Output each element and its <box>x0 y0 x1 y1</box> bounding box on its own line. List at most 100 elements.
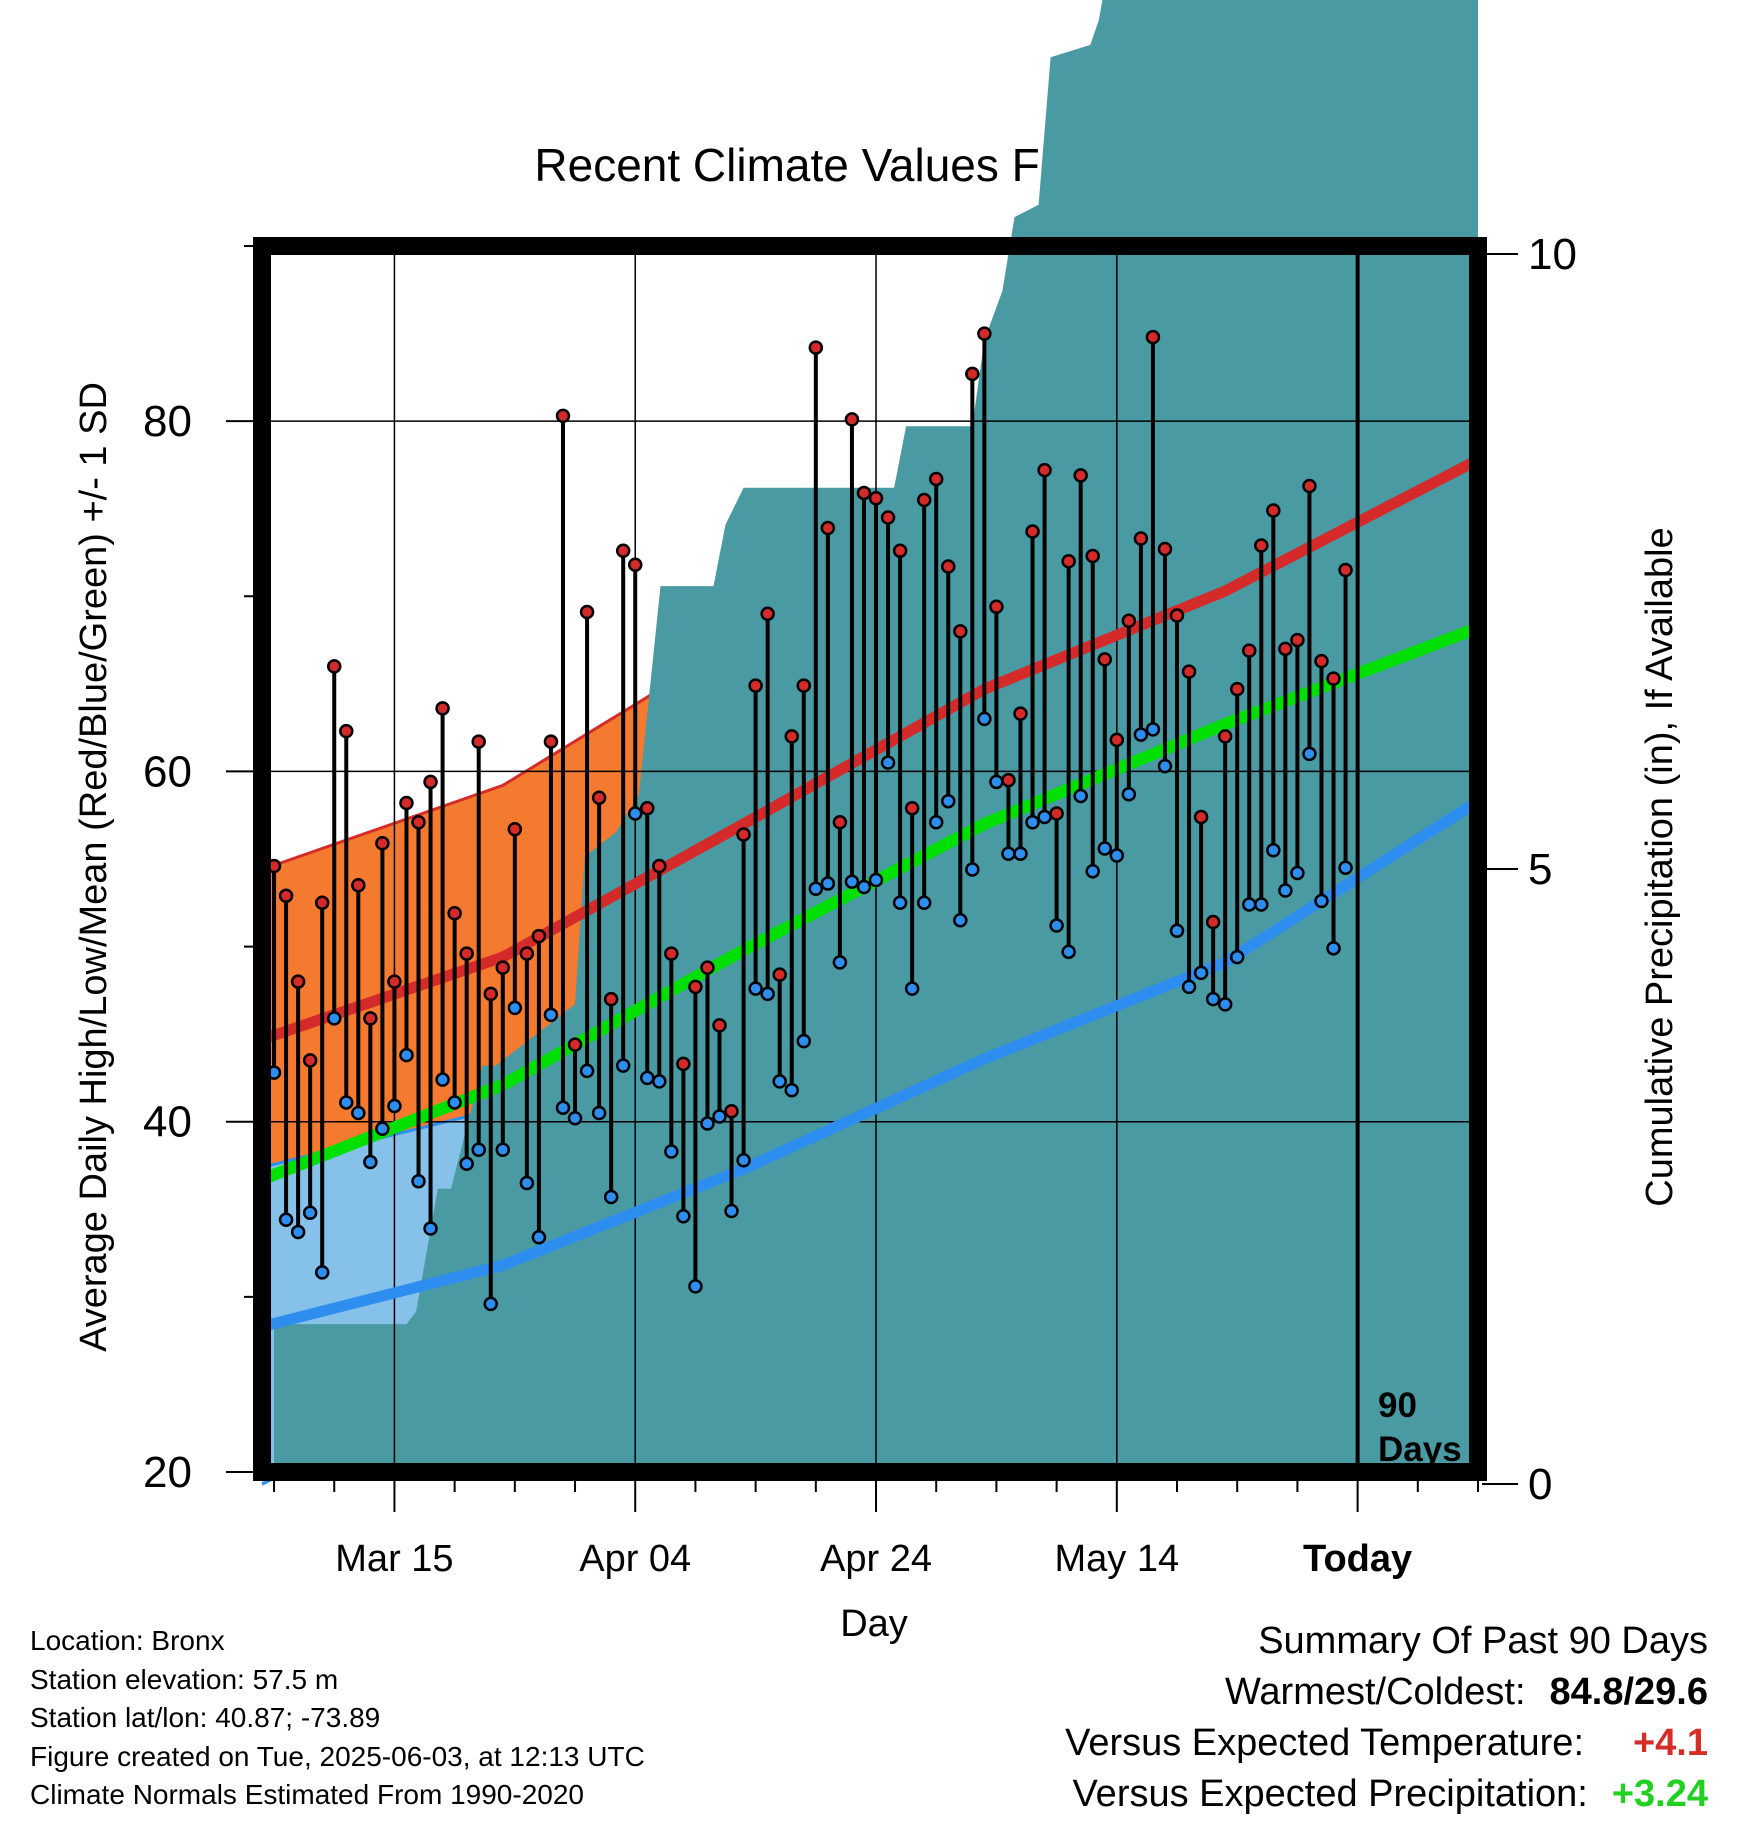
obs-low-point <box>519 1175 535 1191</box>
x-tick-label: Apr 04 <box>579 1538 691 1580</box>
obs-high-point <box>543 734 559 749</box>
obs-high-point <box>423 774 438 790</box>
obs-low-point <box>664 1144 679 1159</box>
obs-high-point <box>1049 806 1064 821</box>
obs-low-point <box>1049 918 1064 933</box>
obs-low-point <box>591 1105 607 1121</box>
obs-low-point <box>555 1100 571 1115</box>
summary-title: Summary Of Past 90 Days <box>1258 1620 1708 1662</box>
obs-low-point <box>1013 846 1028 861</box>
obs-high-point <box>1073 468 1088 483</box>
obs-low-point <box>844 874 860 890</box>
obs-high-point <box>892 543 908 558</box>
obs-low-point <box>1326 941 1341 956</box>
obs-low-point <box>1109 848 1125 863</box>
obs-high-point <box>1326 671 1341 686</box>
obs-low-point <box>916 895 932 911</box>
obs-low-point <box>351 1105 366 1121</box>
summary-precip-row: Versus Expected Precipitation: +3.24 <box>1065 1769 1708 1820</box>
obs-high-point <box>471 734 486 749</box>
obs-low-point <box>579 1063 595 1079</box>
obs-low-point <box>1157 758 1173 774</box>
obs-high-point <box>796 678 812 693</box>
obs-high-point <box>1181 664 1197 679</box>
obs-low-point <box>483 1296 499 1312</box>
obs-low-point <box>1278 883 1293 898</box>
obs-high-point <box>1013 706 1028 721</box>
obs-high-point <box>856 485 872 501</box>
obs-high-point <box>640 800 655 816</box>
obs-low-point <box>302 1205 318 1221</box>
obs-low-point <box>1181 979 1197 995</box>
y-tick-label: 60 <box>143 747 192 796</box>
obs-high-point <box>1266 503 1281 518</box>
obs-low-point <box>375 1121 390 1136</box>
obs-low-point <box>471 1142 486 1157</box>
obs-high-point <box>1037 462 1052 478</box>
obs-high-point <box>1025 524 1040 539</box>
obs-high-point <box>302 1053 318 1068</box>
obs-low-point <box>965 862 980 877</box>
obs-high-point <box>928 471 944 487</box>
obs-low-point <box>688 1279 703 1294</box>
obs-low-point <box>736 1152 751 1168</box>
obs-low-point <box>989 774 1004 790</box>
latlon-text: Station lat/lon: 40.87; -73.89 <box>30 1702 381 1733</box>
obs-low-point <box>796 1033 812 1049</box>
obs-high-point <box>326 659 342 674</box>
y-tick-label: 40 <box>143 1098 192 1147</box>
obs-low-point <box>1193 965 1209 981</box>
obs-low-point <box>977 711 992 727</box>
y2-tick-label: 10 <box>1528 230 1577 279</box>
obs-low-point <box>314 1265 330 1280</box>
obs-high-point <box>1193 809 1209 825</box>
obs-low-point <box>459 1156 474 1171</box>
obs-low-point <box>326 1011 342 1026</box>
obs-high-point <box>1085 548 1100 564</box>
obs-low-point <box>676 1209 691 1224</box>
obs-low-point <box>856 879 872 895</box>
obs-high-point <box>278 888 294 904</box>
precip-anomaly-label: Versus Expected Precipitation: <box>1072 1773 1588 1815</box>
obs-high-point <box>700 960 715 975</box>
obs-low-point <box>1097 841 1113 856</box>
obs-low-point <box>1241 897 1257 912</box>
period-label-unit: Days <box>1378 1430 1462 1469</box>
y-tick-label: 20 <box>143 1448 192 1497</box>
obs-low-point <box>627 806 643 821</box>
summary-panel: Summary Of Past 90 Days Warmest/Coldest:… <box>1065 1616 1708 1820</box>
obs-high-point <box>387 974 402 989</box>
summary-warmest-row: Warmest/Coldest: 84.8/29.6 <box>1065 1667 1708 1718</box>
obs-high-point <box>1061 554 1076 569</box>
obs-high-point <box>519 946 535 961</box>
obs-high-point <box>748 678 763 693</box>
obs-low-point <box>892 895 908 911</box>
obs-low-point <box>447 1095 462 1110</box>
obs-high-point <box>820 520 836 536</box>
obs-low-point <box>784 1082 799 1098</box>
obs-low-point <box>652 1074 667 1089</box>
obs-high-point <box>507 821 523 837</box>
warmest-value: 84.8/29.6 <box>1549 1671 1708 1713</box>
obs-high-point <box>664 946 679 961</box>
y-axis-label: Average Daily High/Low/Mean (Red/Blue/Gr… <box>73 382 115 1352</box>
y2-axis-label: Cumulative Precipitation (in), If Availa… <box>1639 527 1681 1206</box>
obs-high-point <box>555 408 571 424</box>
obs-low-point <box>1229 949 1245 965</box>
obs-high-point <box>399 795 414 811</box>
obs-high-point <box>483 986 499 1002</box>
obs-high-point <box>832 814 848 830</box>
obs-low-point <box>567 1110 583 1126</box>
obs-low-point <box>880 755 896 770</box>
obs-low-point <box>760 986 775 1002</box>
obs-high-point <box>941 559 956 574</box>
obs-low-point <box>1302 746 1317 762</box>
obs-high-point <box>1290 632 1305 648</box>
obs-low-point <box>507 1000 523 1016</box>
y2-tick-label: 5 <box>1528 845 1552 894</box>
obs-high-point <box>880 510 896 525</box>
obs-low-point <box>808 881 824 897</box>
obs-low-point <box>941 793 956 809</box>
obs-low-point <box>1338 860 1353 876</box>
